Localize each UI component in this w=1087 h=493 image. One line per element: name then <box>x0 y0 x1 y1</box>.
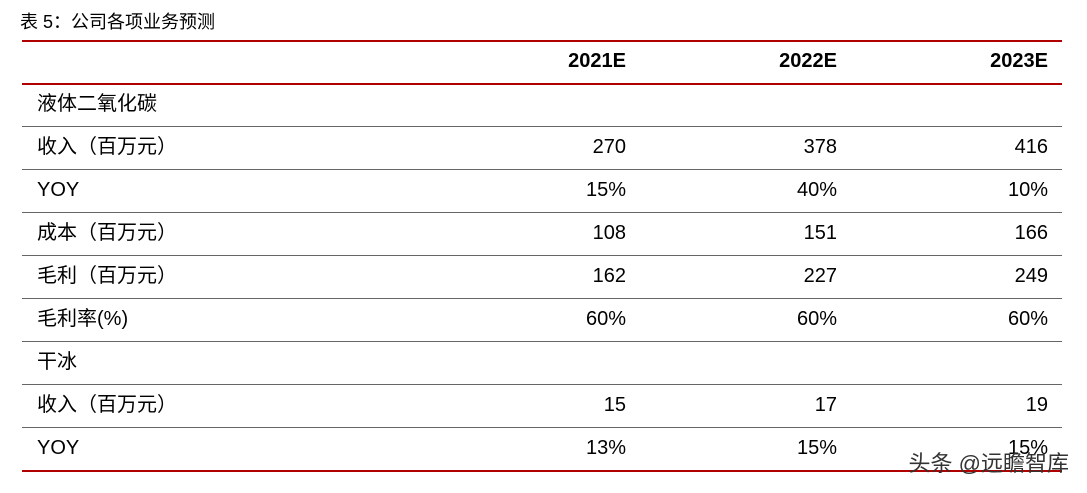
rule <box>22 384 1062 385</box>
rule <box>22 255 1062 256</box>
cell: 15% <box>1007 437 1048 459</box>
rule <box>22 298 1062 299</box>
rule <box>22 427 1062 428</box>
cell: 60% <box>585 308 626 330</box>
row-label: 成本（百万元） <box>37 222 177 244</box>
cell: 10% <box>1007 179 1048 201</box>
cell: 270 <box>592 136 626 158</box>
rule <box>22 470 1062 472</box>
cell: 108 <box>592 222 626 244</box>
column-header: 2022E <box>779 50 837 72</box>
cell: 162 <box>592 265 626 287</box>
rule <box>22 126 1062 127</box>
rule <box>22 40 1062 42</box>
cell: 15% <box>585 179 626 201</box>
row-label: YOY <box>37 437 80 459</box>
cell: 60% <box>1007 308 1048 330</box>
cell: 40% <box>796 179 837 201</box>
cell: 19 <box>1025 394 1048 416</box>
column-header: 2021E <box>568 50 626 72</box>
cell: 151 <box>803 222 837 244</box>
cell: 227 <box>803 265 837 287</box>
cell: 17 <box>814 394 837 416</box>
row-label: 收入（百万元） <box>37 136 177 158</box>
row-label: 毛利（百万元） <box>37 265 177 287</box>
rule <box>22 83 1062 85</box>
row-label: 液体二氧化碳 <box>37 93 157 115</box>
row-label: 毛利率(%) <box>37 308 129 330</box>
column-header: 2023E <box>990 50 1048 72</box>
watermark: 头条 @远瞻智库 <box>908 451 1069 476</box>
cell: 15% <box>796 437 837 459</box>
cell: 416 <box>1014 136 1048 158</box>
row-label: 干冰 <box>37 351 77 373</box>
cell: 60% <box>796 308 837 330</box>
rule <box>22 341 1062 342</box>
row-label: 收入（百万元） <box>37 394 177 416</box>
rule <box>22 212 1062 213</box>
table-title: 表 5：公司各项业务预测 <box>20 12 216 32</box>
cell: 166 <box>1014 222 1048 244</box>
cell: 249 <box>1014 265 1048 287</box>
row-label: YOY <box>37 179 80 201</box>
cell: 378 <box>803 136 837 158</box>
cell: 13% <box>585 437 626 459</box>
cell: 15 <box>603 394 626 416</box>
rule <box>22 169 1062 170</box>
